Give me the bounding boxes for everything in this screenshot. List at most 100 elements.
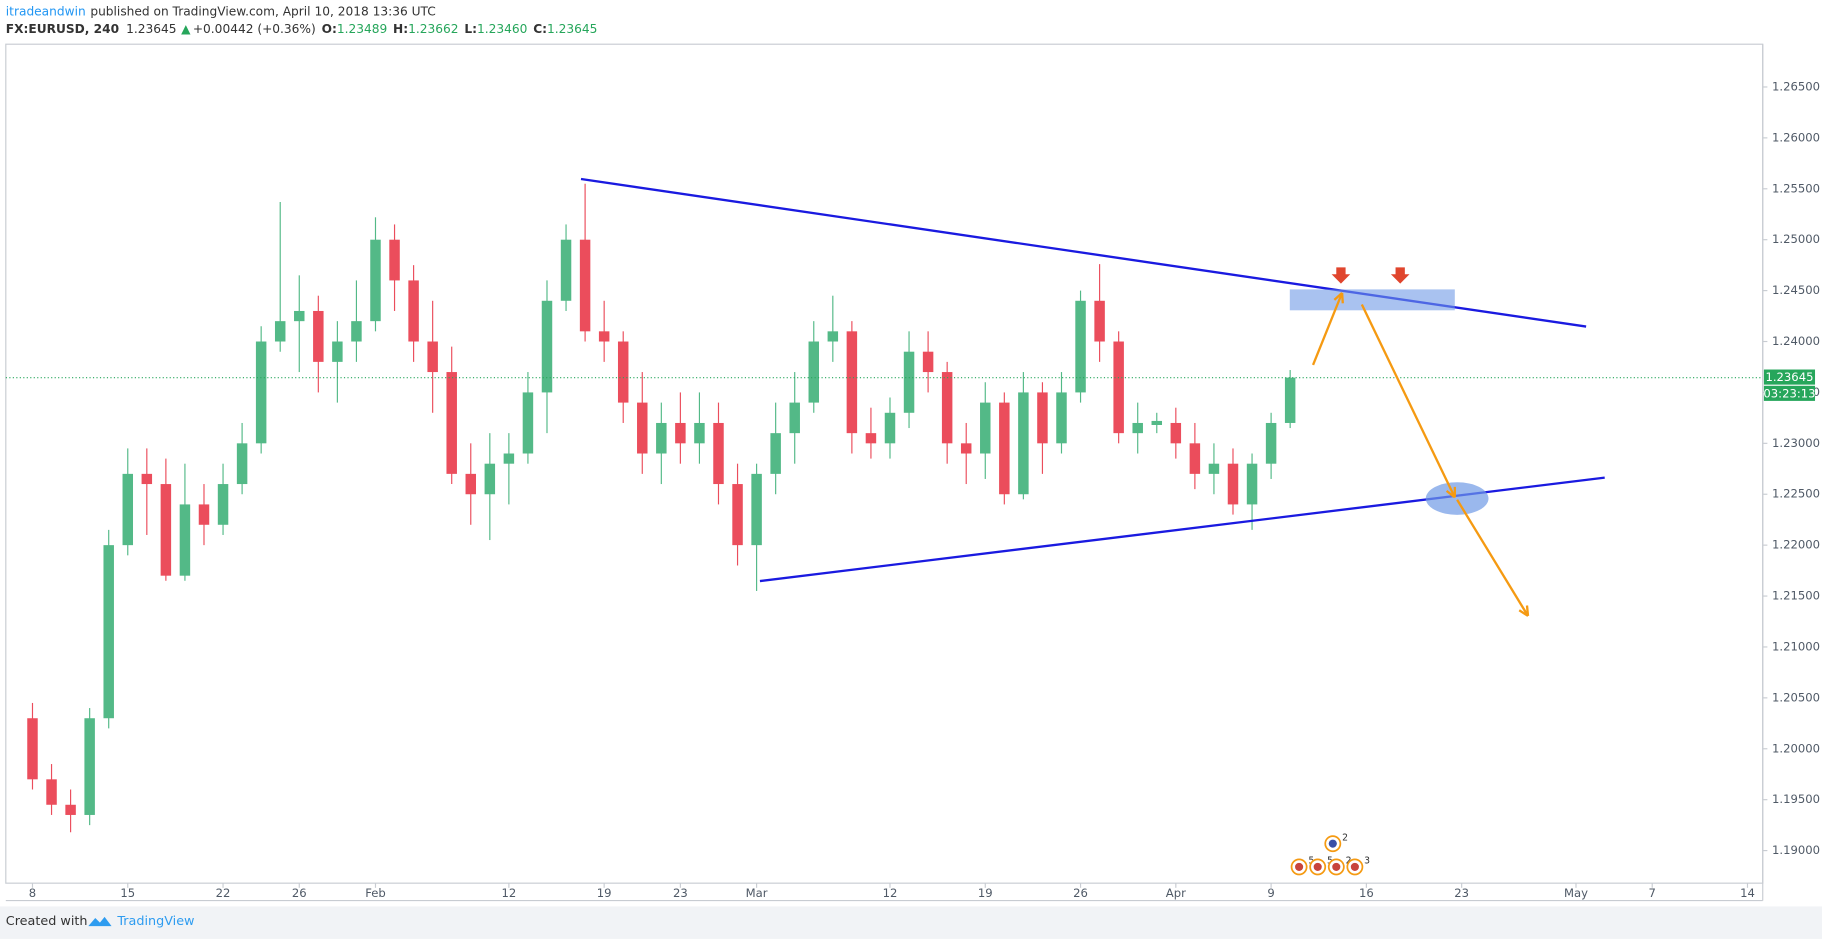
- candle-body: [960, 443, 972, 454]
- y-tick-label: 1.26000: [1772, 130, 1820, 144]
- arrow-head: [1340, 292, 1344, 304]
- ohlc-label: L:: [464, 22, 477, 36]
- candle-body: [294, 310, 305, 322]
- candle-body: [1018, 392, 1029, 495]
- sell-signal: [1331, 267, 1351, 284]
- candle-body: [865, 433, 877, 444]
- candle-body: [484, 463, 496, 495]
- candle-body: [255, 341, 267, 444]
- event-count: 5: [1308, 856, 1314, 867]
- x-tick-label: 19: [978, 886, 993, 900]
- y-tick-label: 1.20000: [1772, 741, 1820, 755]
- candle-body: [827, 331, 839, 342]
- candle-body: [446, 372, 457, 474]
- forecast-arrow: [1311, 292, 1344, 366]
- x-tick-label: 23: [673, 886, 688, 900]
- ohlc-label: O:: [322, 22, 337, 36]
- candle-body: [1208, 463, 1220, 474]
- candle-body: [46, 779, 57, 805]
- last-price-box: [1763, 369, 1816, 385]
- last: 1.23645: [126, 22, 176, 36]
- ohlc-label: H:: [393, 22, 408, 36]
- support-zone: [1425, 482, 1489, 515]
- y-tick-label: 1.26500: [1772, 79, 1820, 93]
- y-tick-label: 1.19000: [1772, 843, 1820, 857]
- candle-body: [941, 372, 953, 444]
- ohlc-value: 1.23489: [337, 22, 387, 36]
- candle-body: [27, 718, 38, 780]
- x-tick-label: 12: [883, 886, 898, 900]
- candle-body: [1151, 420, 1163, 426]
- arrow: ▲: [181, 22, 191, 36]
- y-tick-label: 1.22000: [1772, 538, 1820, 552]
- x-tick-label: 9: [1267, 886, 1274, 900]
- candle-body: [1075, 300, 1086, 393]
- arrow-head: [1518, 609, 1529, 617]
- x-tick-label: Mar: [746, 886, 768, 900]
- published: published on TradingView.com, April 10, …: [90, 4, 435, 18]
- candle-body: [999, 402, 1010, 495]
- event-flag: [1295, 862, 1304, 871]
- ohlc-label: C:: [533, 22, 547, 36]
- arrow-head: [1525, 605, 1530, 617]
- candle-body: [751, 473, 762, 546]
- x-tick-label: 7: [1649, 886, 1656, 900]
- ohlc-value: 1.23645: [547, 22, 597, 36]
- y-tick-label: 1.23000: [1772, 436, 1820, 450]
- y-tick-label: 1.21000: [1772, 639, 1820, 653]
- candle-body: [1037, 392, 1048, 444]
- candle-body: [427, 341, 438, 373]
- event-count: 2: [1346, 856, 1352, 867]
- created-with: Created with: [6, 914, 88, 929]
- candle-body: [274, 321, 286, 342]
- footer-bar: [0, 906, 1822, 939]
- candle-body: [1170, 422, 1182, 444]
- candle-body: [1246, 463, 1258, 505]
- y-tick-label: 1.22500: [1772, 487, 1820, 501]
- x-tick-label: 23: [1454, 886, 1469, 900]
- event-flag: [1313, 862, 1322, 871]
- ohlc-value: 1.23460: [477, 22, 527, 36]
- brand-logo[interactable]: [88, 916, 112, 927]
- candle-body: [656, 422, 667, 454]
- y-tick-label: 1.24000: [1772, 334, 1820, 348]
- candle-body: [141, 473, 153, 485]
- candle-body: [389, 239, 400, 281]
- brand[interactable]: TradingView: [116, 914, 194, 929]
- candle-body: [770, 433, 781, 474]
- candle-body: [522, 392, 534, 454]
- ohlc-value: 1.23662: [408, 22, 458, 36]
- candle-body: [1113, 341, 1124, 434]
- candle-body: [103, 545, 114, 719]
- candle-body: [732, 484, 743, 546]
- candle-body: [503, 453, 515, 464]
- candle-body: [1284, 377, 1296, 423]
- candle-body: [579, 239, 591, 332]
- candle-body: [713, 422, 724, 485]
- candle-body: [884, 412, 896, 444]
- candle-body: [465, 473, 477, 495]
- y-tick-label: 1.21500: [1772, 589, 1820, 603]
- x-tick-label: 15: [120, 886, 135, 900]
- candle-body: [903, 351, 915, 413]
- symbol-line: FX:EURUSD, 240 1.23645 ▲ +0.00442 (+0.36%) O…: [6, 22, 598, 36]
- candle-body: [179, 504, 191, 576]
- last-price-label: 1.23645: [1765, 370, 1813, 384]
- candle-body: [160, 484, 172, 576]
- candle-body: [313, 310, 324, 362]
- x-tick-label: 14: [1740, 886, 1755, 900]
- candle-body: [980, 402, 991, 454]
- candle-body: [1189, 443, 1201, 474]
- event-count: 2: [1342, 832, 1348, 843]
- candle-body: [560, 239, 572, 301]
- x-tick-label: 19: [597, 886, 612, 900]
- candle-body: [408, 280, 419, 342]
- candle-body: [198, 504, 210, 525]
- candle-body: [84, 718, 95, 815]
- resistance-zone: [1289, 289, 1455, 311]
- candle-body: [332, 341, 343, 362]
- candle-body: [922, 351, 934, 373]
- author[interactable]: itradeandwin: [6, 4, 86, 18]
